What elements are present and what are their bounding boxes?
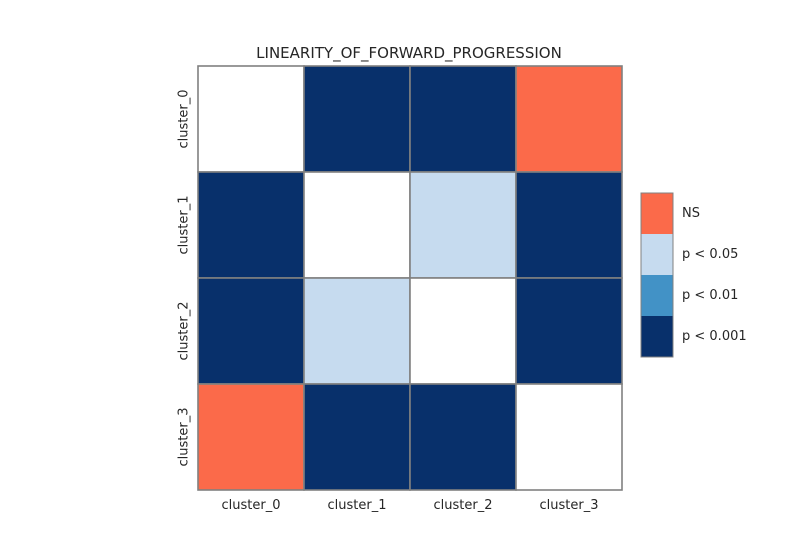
heatmap-cell-r3-c3	[515, 383, 623, 491]
heatmap-cell-r0-c3	[515, 65, 623, 173]
y-tick-label: cluster_3	[177, 408, 192, 467]
heatmap-cell-r1-c1	[303, 171, 411, 279]
heatmap-cell-r3-c2	[409, 383, 517, 491]
heatmap-cell-r2-c0	[197, 277, 305, 385]
heatmap-cell-r3-c0	[197, 383, 305, 491]
heatmap-cell-r0-c1	[303, 65, 411, 173]
legend-swatch	[641, 193, 673, 234]
heatmap-cell-r1-c0	[197, 171, 305, 279]
legend-border	[640, 192, 674, 358]
heatmap-cell-r0-c0	[197, 65, 305, 173]
legend-swatch	[641, 275, 673, 316]
heatmap-cell-r2-c2	[409, 277, 517, 385]
x-tick-label: cluster_3	[540, 498, 599, 513]
legend-label: p < 0.001	[682, 329, 747, 344]
heatmap-cell-r3-c1	[303, 383, 411, 491]
legend: NS p < 0.05 p < 0.01 p < 0.001	[640, 192, 747, 358]
x-tick-labels: cluster_0 cluster_1 cluster_2 cluster_3	[222, 498, 599, 513]
y-tick-label: cluster_0	[177, 90, 192, 149]
x-tick-label: cluster_2	[434, 498, 493, 513]
heatmap-cells	[197, 65, 623, 491]
y-tick-labels: cluster_0 cluster_1 cluster_2 cluster_3	[177, 90, 192, 467]
legend-swatch	[641, 316, 673, 357]
heatmap-cell-r2-c1	[303, 277, 411, 385]
heatmap-cell-r1-c2	[409, 171, 517, 279]
legend-label: NS	[682, 206, 700, 221]
chart-title: LINEARITY_OF_FORWARD_PROGRESSION	[256, 44, 562, 63]
y-tick-label: cluster_1	[177, 196, 192, 255]
x-tick-label: cluster_0	[222, 498, 281, 513]
x-tick-label: cluster_1	[328, 498, 387, 513]
heatmap-cell-r2-c3	[515, 277, 623, 385]
heatmap-cell-r1-c3	[515, 171, 623, 279]
heatmap-cell-r0-c2	[409, 65, 517, 173]
legend-swatch	[641, 234, 673, 275]
legend-label: p < 0.01	[682, 288, 738, 303]
legend-label: p < 0.05	[682, 247, 738, 262]
y-tick-label: cluster_2	[177, 302, 192, 361]
